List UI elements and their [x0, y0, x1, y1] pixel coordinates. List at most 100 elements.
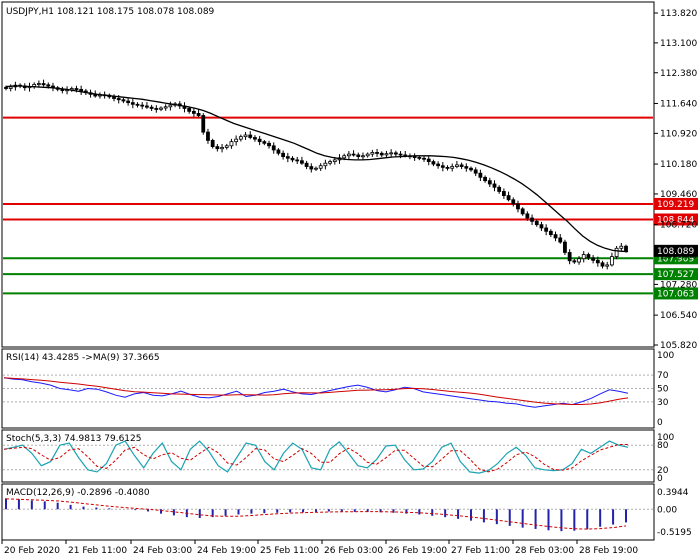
stoch-axis-tick-label: 20	[657, 466, 669, 476]
price-axis-tick-label: 108.720	[660, 221, 697, 231]
candle-body	[595, 259, 600, 264]
candle-body	[295, 159, 300, 162]
candle-body	[281, 152, 286, 157]
candle-body	[534, 220, 539, 226]
candle-body	[516, 203, 520, 210]
price-axis-tick-label: 106.540	[660, 311, 697, 321]
candle-body	[469, 167, 473, 171]
candle-body	[393, 152, 398, 155]
candle-body	[253, 137, 257, 140]
candle-body	[191, 110, 196, 114]
candle-body	[276, 149, 281, 154]
price-axis-tick-label: 109.460	[660, 190, 697, 200]
candle-body	[525, 213, 530, 219]
candle-body	[548, 230, 553, 236]
candle-body	[431, 161, 436, 165]
candle-body	[384, 153, 389, 156]
candle-body	[614, 247, 619, 258]
candle-body	[224, 145, 229, 148]
candle-body	[445, 166, 450, 169]
candle-body	[422, 157, 426, 160]
resistance-price-tag	[654, 213, 698, 226]
candle-body	[215, 146, 220, 150]
candle-body	[365, 153, 370, 157]
macd-signal-line	[5, 498, 627, 530]
candle-body	[206, 131, 210, 141]
macd-axis-tick-label: 0.00	[657, 505, 677, 515]
macd-pane-frame	[1, 483, 655, 541]
candle-body	[309, 166, 314, 170]
candle-body	[558, 237, 563, 243]
candle-body	[356, 154, 361, 157]
candle-body	[464, 166, 469, 169]
candle-body	[619, 245, 624, 249]
price-axis-tick-label: 111.640	[660, 99, 697, 109]
candle-body	[412, 156, 417, 158]
candle-body	[154, 108, 159, 110]
stoch-pane-frame	[1, 429, 655, 483]
candle-body	[328, 161, 332, 164]
candle-body	[140, 104, 145, 107]
candle-body	[248, 134, 253, 138]
candle-body	[577, 258, 581, 263]
candle-body	[46, 84, 51, 87]
candle-body	[238, 136, 243, 140]
time-axis-tick-label: 28 Feb 19:00	[579, 546, 638, 556]
candle-body	[267, 142, 271, 147]
stoch-axis-tick-label: 80	[657, 441, 669, 451]
candle-body	[398, 153, 403, 156]
candle-body	[440, 165, 445, 168]
candle-body	[361, 155, 365, 158]
price-axis-tick-label: 112.380	[660, 69, 697, 79]
stoch-label: Stoch(5,3,3) 74.9813 79.6125	[6, 434, 141, 444]
candle-body	[149, 106, 154, 109]
candle-body	[511, 199, 516, 205]
macd-label: MACD(12,26,9) -0.2896 -0.4080	[6, 488, 150, 498]
time-axis-tick-label: 27 Feb 11:00	[451, 546, 510, 556]
candle-body	[342, 155, 347, 159]
macd-axis-tick-label: -0.5195	[657, 528, 692, 538]
candle-body	[426, 158, 431, 162]
candle-body	[8, 86, 13, 89]
candle-body	[544, 227, 549, 232]
rsi-label: RSI(14) 43.4285 ->MA(9) 37.3665	[6, 353, 160, 363]
rsi-axis-tick-label: 0	[657, 418, 663, 428]
time-axis-tick-label: 28 Feb 03:00	[515, 546, 574, 556]
candle-body	[220, 147, 224, 150]
candle-body	[375, 152, 379, 154]
rsi-axis-tick-label: 50	[657, 385, 669, 395]
rsi-pane-frame	[1, 348, 655, 429]
support-price-tag	[654, 287, 698, 300]
price-axis-tick-label: 105.820	[660, 341, 697, 351]
candle-body	[314, 167, 318, 170]
candle-body	[262, 141, 267, 144]
candle-body	[126, 100, 131, 104]
candle-body	[581, 254, 586, 260]
price-axis-tick-label: 107.280	[660, 280, 697, 290]
candle-body	[379, 152, 384, 156]
candle-body	[351, 153, 356, 156]
candle-body	[455, 164, 459, 167]
moving-average-line	[5, 85, 629, 253]
candles-layer	[4, 79, 628, 270]
candle-body	[257, 138, 262, 143]
candle-body	[591, 257, 596, 261]
current-price-tag	[654, 244, 698, 257]
candle-body	[417, 157, 422, 159]
resistance-price-tag	[654, 197, 698, 210]
time-axis-tick-label: 24 Feb 03:00	[133, 546, 192, 556]
candle-body	[318, 165, 323, 169]
rsi-axis-tick-label: 100	[657, 351, 674, 361]
support-price-tag-label: 107.527	[657, 270, 694, 280]
candle-body	[304, 162, 309, 167]
candle-body	[41, 83, 46, 86]
candle-body	[450, 166, 455, 169]
rsi-ma-line	[3, 377, 629, 405]
candle-body	[497, 186, 502, 192]
candle-body	[332, 159, 337, 162]
stoch-axis-tick-label: 100	[657, 433, 674, 443]
candle-body	[201, 115, 206, 133]
